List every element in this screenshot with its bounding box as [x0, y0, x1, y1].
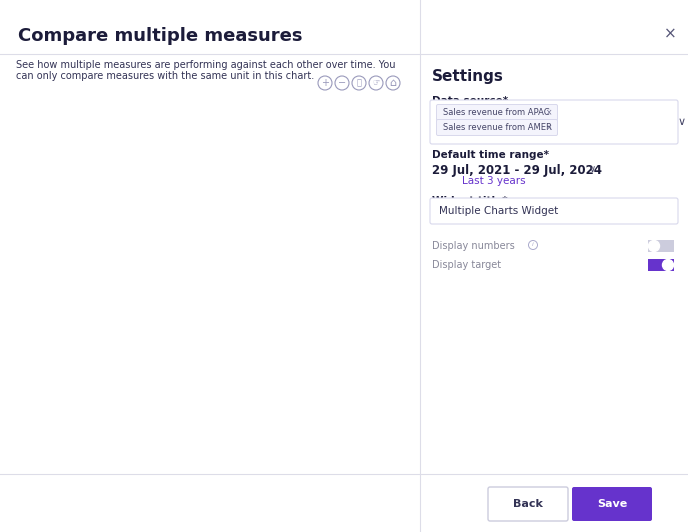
Bar — [239, 176, 286, 471]
Text: Widget title*: Widget title* — [432, 196, 508, 206]
Text: Settings: Settings — [432, 69, 504, 84]
Text: Data source*: Data source* — [432, 96, 508, 106]
Text: +: + — [321, 78, 329, 88]
FancyBboxPatch shape — [488, 487, 568, 521]
Circle shape — [649, 240, 660, 252]
FancyBboxPatch shape — [648, 259, 674, 271]
Text: ☞: ☞ — [372, 79, 380, 87]
Text: Compare multiple measures: Compare multiple measures — [18, 27, 303, 45]
Text: Display numbers: Display numbers — [432, 241, 515, 251]
Text: Display target: Display target — [432, 260, 501, 270]
Text: 29 Jul, 2021 - 29 Jul, 2024: 29 Jul, 2021 - 29 Jul, 2024 — [432, 164, 602, 177]
Text: Last 3 years: Last 3 years — [462, 176, 526, 186]
FancyBboxPatch shape — [436, 120, 557, 136]
Bar — [333, 176, 380, 471]
Text: See how multiple measures are performing against each other over time. You: See how multiple measures are performing… — [16, 60, 396, 70]
Circle shape — [663, 260, 674, 270]
FancyBboxPatch shape — [430, 198, 678, 224]
FancyBboxPatch shape — [436, 104, 557, 121]
Text: ×: × — [546, 123, 552, 132]
Text: Back: Back — [513, 499, 543, 509]
Text: ∨: ∨ — [589, 164, 596, 174]
Text: can only compare measures with the same unit in this chart.: can only compare measures with the same … — [16, 71, 314, 81]
Text: Save: Save — [597, 499, 627, 509]
Y-axis label: Average value of measure ($): Average value of measure ($) — [0, 256, 5, 390]
Text: Sales revenue from APAC: Sales revenue from APAC — [443, 108, 550, 117]
Text: ⌂: ⌂ — [389, 78, 396, 88]
Text: Default time range*: Default time range* — [432, 150, 549, 160]
Text: i: i — [532, 243, 534, 247]
Legend: Target - Sales revenue from AMER, Target - Sales revenue from APAC, Sales revenu: Target - Sales revenue from AMER, Target… — [99, 527, 389, 532]
Text: ∨: ∨ — [678, 117, 686, 127]
Text: ⌕: ⌕ — [356, 79, 361, 87]
Text: ×: × — [664, 27, 676, 42]
Text: Sales revenue from AMER: Sales revenue from AMER — [443, 123, 552, 132]
Text: ×: × — [546, 108, 552, 117]
Text: −: − — [338, 78, 346, 88]
Bar — [61, 176, 98, 471]
FancyBboxPatch shape — [572, 487, 652, 521]
FancyBboxPatch shape — [430, 100, 678, 144]
FancyBboxPatch shape — [648, 240, 674, 252]
Text: Multiple Charts Widget: Multiple Charts Widget — [439, 206, 558, 216]
Bar — [145, 176, 192, 471]
